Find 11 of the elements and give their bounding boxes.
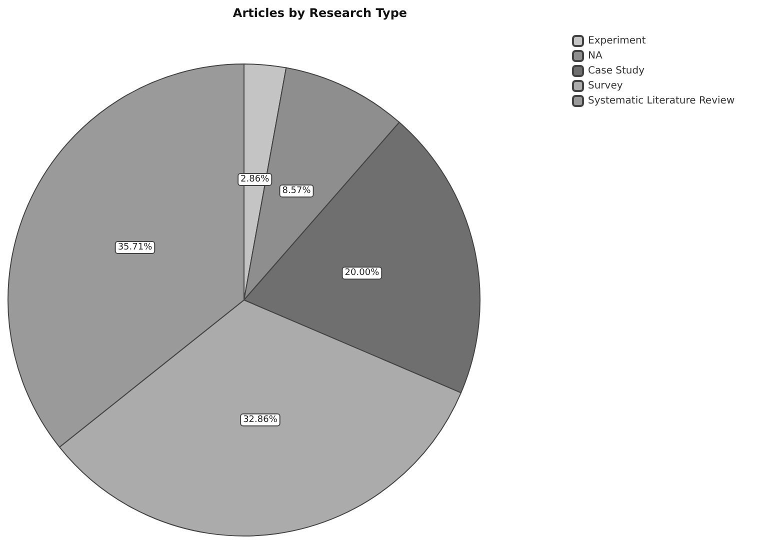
data-label: 35.71% xyxy=(118,242,153,252)
data-label: 2.86% xyxy=(240,174,270,184)
data-label: 8.57% xyxy=(282,186,312,196)
data-label: 32.86% xyxy=(243,414,278,425)
data-label: 20.00% xyxy=(344,268,380,278)
legend-label: Systematic Literature Review xyxy=(588,96,735,106)
chart-title: Articles by Research Type xyxy=(232,6,408,20)
legend-label: NA xyxy=(588,50,602,62)
legend-label: Case Study xyxy=(588,66,645,76)
legend-label: Survey xyxy=(588,80,623,92)
legend-label: Experiment xyxy=(588,36,646,46)
